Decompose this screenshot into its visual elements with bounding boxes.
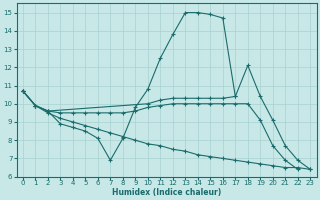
X-axis label: Humidex (Indice chaleur): Humidex (Indice chaleur) — [112, 188, 221, 197]
